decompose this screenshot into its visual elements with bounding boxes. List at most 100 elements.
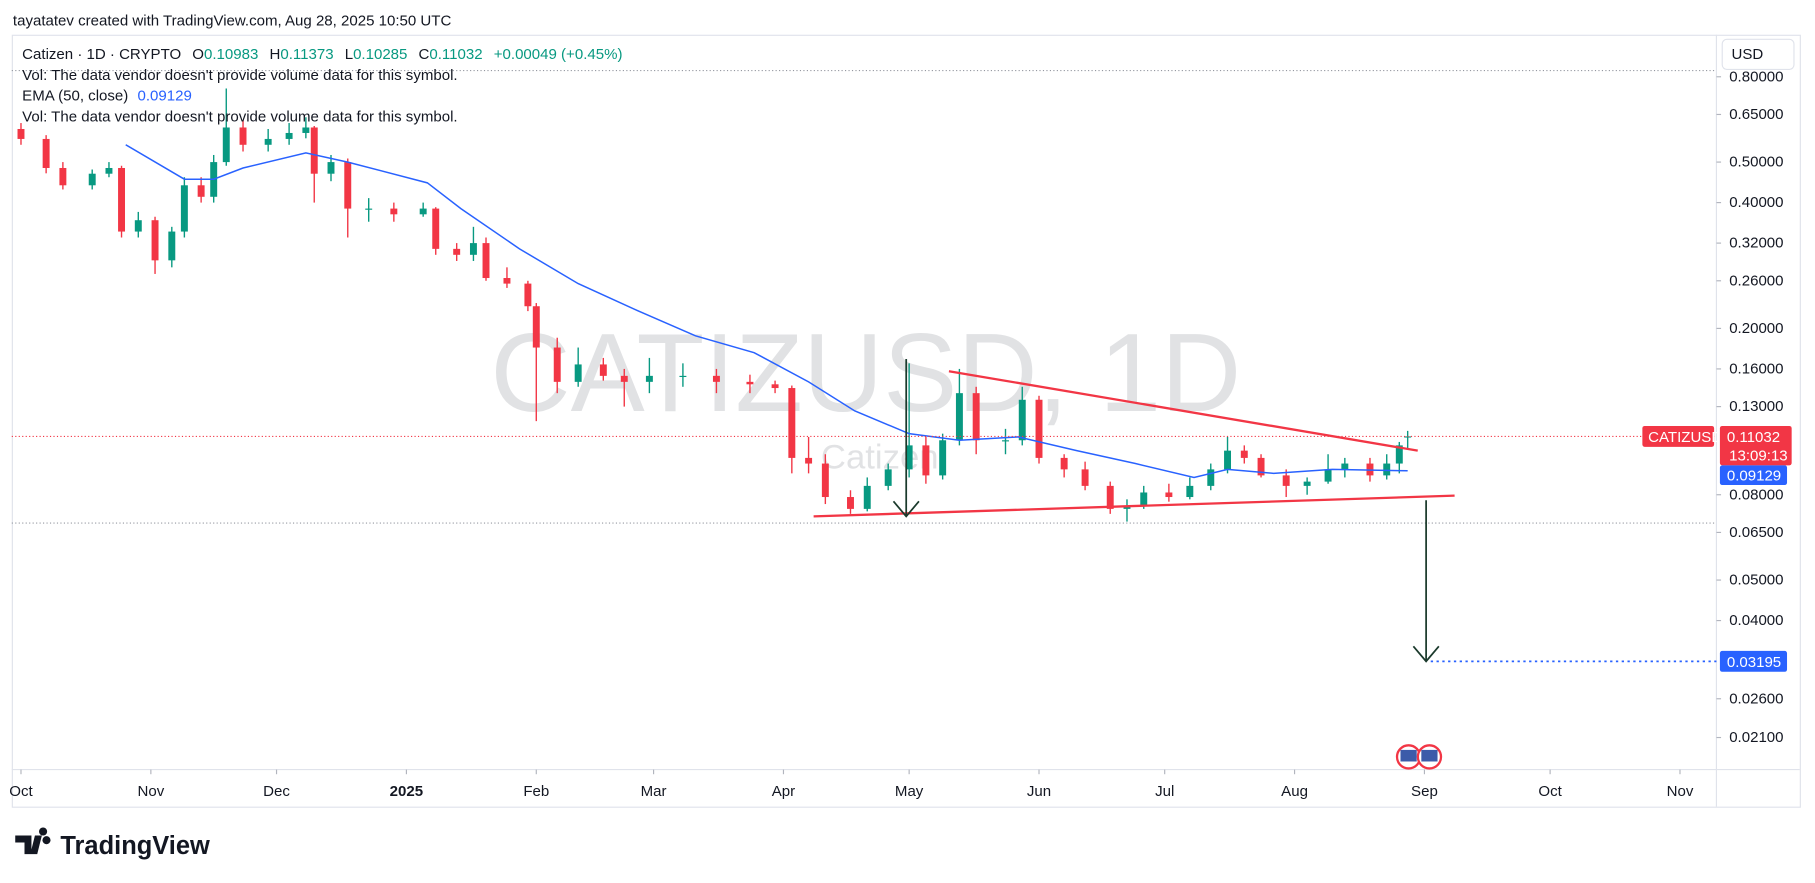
y-tick-label: 0.20000 <box>1729 320 1783 337</box>
watermark: CATIZUSD, 1D <box>490 310 1241 435</box>
candle-body <box>42 138 50 168</box>
candle-body <box>599 364 607 376</box>
candle-body <box>222 127 230 163</box>
ema-legend: EMA (50, close) 0.09129 <box>22 88 192 105</box>
candle-body <box>884 469 892 486</box>
candle-body <box>1140 492 1148 507</box>
symbol-label: CATIZUSD <box>1648 429 1722 446</box>
x-tick-label: Dec <box>263 783 290 800</box>
axes: 0.80000 0.65000 0.50000 0.40000 0.32000 0.260… <box>9 68 1783 800</box>
y-tick-label: 0.50000 <box>1729 154 1783 171</box>
flag-icon <box>1421 749 1438 762</box>
currency-button[interactable] <box>1721 38 1795 71</box>
ema-value: 0.09129 <box>138 88 192 105</box>
brand-logo: TradingView <box>15 827 210 860</box>
ohlc-value: 0.10285 <box>353 46 407 63</box>
candle-body <box>1303 481 1311 486</box>
x-tick-label: Jun <box>1027 783 1051 800</box>
candle-body <box>118 167 126 232</box>
candle-body <box>1282 475 1290 486</box>
candle-body <box>180 185 188 232</box>
candle-body <box>1186 485 1194 498</box>
candle-body <box>1106 485 1114 509</box>
ohlc-key: H <box>269 46 280 63</box>
candle-body <box>645 375 653 382</box>
chart-frame <box>11 34 1801 808</box>
currency-label[interactable]: USD <box>1731 46 1763 63</box>
candle-body <box>620 375 628 382</box>
flag-icon <box>1400 749 1417 762</box>
ema-line <box>125 144 1408 479</box>
credit: tayatatev created with TradingView.com, … <box>13 12 452 29</box>
candle-body <box>905 445 913 470</box>
ema-name: EMA (50, close) <box>22 88 128 105</box>
ema-tag-label: 0.09129 <box>1727 467 1781 484</box>
ohlc-value: 0.10983 <box>204 46 258 63</box>
y-tick-label: 0.13000 <box>1729 398 1783 415</box>
candle-body <box>532 306 540 348</box>
candle-body <box>771 384 779 389</box>
candle-body <box>863 485 871 509</box>
candle-body <box>574 364 582 382</box>
x-tick-label: Oct <box>1538 783 1562 800</box>
candle-body <box>59 167 67 186</box>
candle-body <box>788 388 796 458</box>
y-tick-label: 0.80000 <box>1729 68 1783 85</box>
legend-header: Catizen · 1D · CRYPTO O0.10983 H0.11373 … <box>22 46 622 63</box>
candle-body <box>712 375 720 382</box>
candle-body <box>1018 399 1026 441</box>
candle-body <box>1035 399 1043 458</box>
y-tick-label: 0.08000 <box>1729 486 1783 503</box>
y-tick-label: 0.02600 <box>1729 690 1783 707</box>
candle-body <box>469 243 477 255</box>
logo-mark <box>42 836 51 845</box>
x-tick-label: Aug <box>1281 783 1308 800</box>
arrow-head <box>892 500 920 518</box>
ema-tag <box>1719 465 1788 486</box>
candle-body <box>432 208 440 249</box>
trendline <box>948 370 1418 452</box>
ohlc-value: 0.11032 <box>429 46 482 63</box>
candle-body <box>1002 440 1009 442</box>
candle-body <box>1395 445 1403 464</box>
candle-body <box>679 375 687 378</box>
candle-body <box>1383 463 1391 476</box>
candle-body <box>972 393 980 441</box>
candle-body <box>955 393 963 441</box>
candle-body <box>88 173 96 186</box>
arrow-head <box>1412 645 1440 663</box>
event-flags <box>1395 744 1443 770</box>
candle-body <box>847 497 854 509</box>
price-label: 0.11032 <box>1727 429 1780 446</box>
candle-body <box>310 127 318 174</box>
candle-body <box>503 278 511 284</box>
candle-body <box>524 283 532 307</box>
candle-body <box>1224 450 1232 470</box>
y-tick-label: 0.02100 <box>1729 729 1783 746</box>
logo-mark <box>15 827 48 855</box>
symbol-title: Catizen · 1D · CRYPTO <box>22 46 181 63</box>
candle-body <box>805 457 813 464</box>
candle-body <box>239 127 247 145</box>
countdown: 13:09:13 <box>1729 448 1788 465</box>
y-tick-label: 0.04000 <box>1729 612 1783 629</box>
brand-name: TradingView <box>60 832 210 860</box>
x-tick-label: Sep <box>1411 783 1438 800</box>
candle-body <box>821 463 829 498</box>
ohlc-key: O <box>192 46 204 63</box>
candle-body <box>746 381 754 385</box>
candle-body <box>922 445 930 476</box>
x-tick-label: Nov <box>137 783 164 800</box>
x-tick-label: May <box>895 783 924 800</box>
x-tick-label: Mar <box>641 783 667 800</box>
y-tick-label: 0.06500 <box>1729 524 1783 541</box>
indicator-note: Vol: The data vendor doesn't provide vol… <box>22 67 457 84</box>
candle-body <box>302 127 310 133</box>
candle-body <box>344 162 352 209</box>
candle-body <box>482 243 490 279</box>
x-tick-label: Apr <box>772 783 795 800</box>
candle-body <box>1060 457 1068 470</box>
